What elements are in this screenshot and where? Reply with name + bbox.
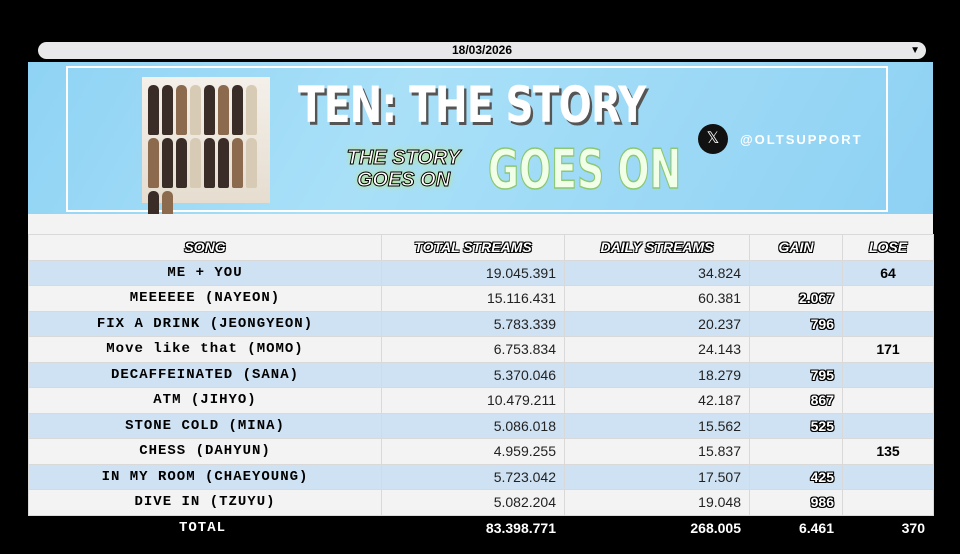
lose-cell xyxy=(842,463,934,490)
total-streams-cell: 15.116.431 xyxy=(381,285,565,312)
lose-cell: 135 xyxy=(842,438,934,465)
lose-cell xyxy=(842,412,934,439)
column-header: LOSE xyxy=(842,234,934,261)
song-cell: IN MY ROOM (CHAEYOUNG) xyxy=(28,463,382,490)
column-header: TOTAL STREAMS xyxy=(381,234,565,261)
gain-cell: 867 xyxy=(749,387,843,414)
song-cell: ME + YOU xyxy=(28,259,382,286)
chevron-down-icon[interactable]: ▼ xyxy=(910,45,920,56)
lose-cell xyxy=(842,387,934,414)
lose-cell: 171 xyxy=(842,336,934,363)
lose-cell: 64 xyxy=(842,259,934,286)
song-cell: MEEEEEE (NAYEON) xyxy=(28,285,382,312)
daily-streams-cell: 42.187 xyxy=(564,387,750,414)
gain-cell: 2.067 xyxy=(749,285,843,312)
daily-streams-cell: 60.381 xyxy=(564,285,750,312)
spacer-row xyxy=(28,214,933,234)
header-row: SONG TOTAL STREAMS DAILY STREAMS GAIN LOSE xyxy=(28,234,934,261)
total-streams-cell: 5.783.339 xyxy=(381,310,565,337)
daily-streams-cell: 15.562 xyxy=(564,412,750,439)
total-streams-cell: 5.082.204 xyxy=(381,489,565,516)
lose-cell xyxy=(842,361,934,388)
date-dropdown[interactable]: 18/03/2026 ▼ xyxy=(38,42,926,59)
total-streams-cell: 5.086.018 xyxy=(381,412,565,439)
total-streams-cell: 5.370.046 xyxy=(381,361,565,388)
table-row: ME + YOU 19.045.391 34.824 64 xyxy=(28,259,934,286)
album-cover-image xyxy=(142,77,270,214)
column-header: SONG xyxy=(28,234,382,261)
total-streams-cell: 10.479.211 xyxy=(381,387,565,414)
gain-cell: 796 xyxy=(749,310,843,337)
gain-cell: 525 xyxy=(749,412,843,439)
table-row: IN MY ROOM (CHAEYOUNG) 5.723.042 17.507 425 xyxy=(28,463,934,490)
daily-streams-cell: 34.824 xyxy=(564,259,750,286)
table-row: DIVE IN (TZUYU) 5.082.204 19.048 986 xyxy=(28,489,934,516)
daily-streams-cell: 18.279 xyxy=(564,361,750,388)
album-logo: THE STORY GOES ON xyxy=(346,147,461,192)
banner: TEN: THE STORY THE STORY GOES ON GOES ON … xyxy=(28,62,933,214)
total-streams-cell: 4.959.255 xyxy=(381,438,565,465)
lose-cell xyxy=(842,285,934,312)
gain-cell xyxy=(749,259,843,286)
total-streams-cell: 6.753.834 xyxy=(381,336,565,363)
banner-title: TEN: THE STORY xyxy=(298,76,646,134)
song-cell: STONE COLD (MINA) xyxy=(28,412,382,439)
gain-cell: 986 xyxy=(749,489,843,516)
social-handle: @OLTSUPPORT xyxy=(740,132,863,147)
banner-subtitle: GOES ON xyxy=(487,137,682,202)
daily-streams-cell: 15.837 xyxy=(564,438,750,465)
column-header: GAIN xyxy=(749,234,843,261)
daily-streams-sum: 268.005 xyxy=(564,514,750,541)
total-row: TOTAL 83.398.771 268.005 6.461 370 xyxy=(28,514,934,541)
daily-streams-cell: 24.143 xyxy=(564,336,750,363)
daily-streams-cell: 17.507 xyxy=(564,463,750,490)
table-row: FIX A DRINK (JEONGYEON) 5.783.339 20.237 79… xyxy=(28,310,934,337)
daily-streams-cell: 19.048 xyxy=(564,489,750,516)
table-row: ATM (JIHYO) 10.479.211 42.187 867 xyxy=(28,387,934,414)
streams-table: SONG TOTAL STREAMS DAILY STREAMS GAIN LOSE M… xyxy=(28,234,934,541)
lose-cell xyxy=(842,489,934,516)
total-streams-cell: 5.723.042 xyxy=(381,463,565,490)
total-label: TOTAL xyxy=(28,514,382,541)
gain-cell: 795 xyxy=(749,361,843,388)
gain-cell xyxy=(749,336,843,363)
song-cell: Move like that (MOMO) xyxy=(28,336,382,363)
gain-cell: 425 xyxy=(749,463,843,490)
daily-streams-cell: 20.237 xyxy=(564,310,750,337)
column-header: DAILY STREAMS xyxy=(564,234,750,261)
date-value: 18/03/2026 xyxy=(451,43,513,57)
song-cell: FIX A DRINK (JEONGYEON) xyxy=(28,310,382,337)
song-cell: CHESS (DAHYUN) xyxy=(28,438,382,465)
banner-frame xyxy=(66,66,888,212)
table-row: MEEEEEE (NAYEON) 15.116.431 60.381 2.067 xyxy=(28,285,934,312)
song-cell: DECAFFEINATED (SANA) xyxy=(28,361,382,388)
table-row: DECAFFEINATED (SANA) 5.370.046 18.279 795 xyxy=(28,361,934,388)
song-cell: DIVE IN (TZUYU) xyxy=(28,489,382,516)
lose-cell xyxy=(842,310,934,337)
gain-cell xyxy=(749,438,843,465)
table-row: CHESS (DAHYUN) 4.959.255 15.837 135 xyxy=(28,438,934,465)
song-cell: ATM (JIHYO) xyxy=(28,387,382,414)
x-logo-icon: 𝕏 xyxy=(698,124,728,154)
lose-sum: 370 xyxy=(842,514,934,541)
table-row: Move like that (MOMO) 6.753.834 24.143 171 xyxy=(28,336,934,363)
total-streams-cell: 19.045.391 xyxy=(381,259,565,286)
total-streams-sum: 83.398.771 xyxy=(381,514,565,541)
table-row: STONE COLD (MINA) 5.086.018 15.562 525 xyxy=(28,412,934,439)
gain-sum: 6.461 xyxy=(749,514,843,541)
